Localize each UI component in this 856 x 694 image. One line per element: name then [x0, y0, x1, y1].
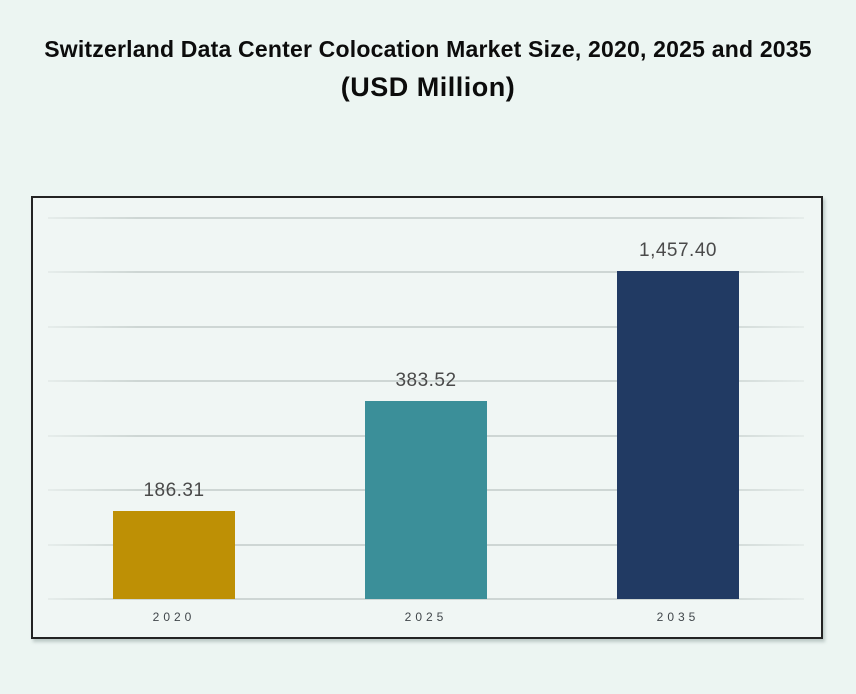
title-block: Switzerland Data Center Colocation Marke… — [0, 36, 856, 103]
bars-row: 186.31 383.52 1,457.40 — [48, 218, 804, 599]
gridline — [48, 380, 804, 383]
chart-panel: 186.31 383.52 1,457.40 2020 2025 2035 — [31, 196, 823, 639]
chart-subtitle: (USD Million) — [340, 72, 516, 102]
bar-value-label-2035: 1,457.40 — [639, 240, 717, 262]
gridline — [48, 271, 804, 274]
bar-2020 — [113, 511, 235, 599]
gridline — [48, 598, 804, 600]
gridline — [48, 325, 804, 328]
x-tick-2025: 2025 — [404, 610, 448, 624]
chart-title: Switzerland Data Center Colocation Marke… — [44, 36, 812, 62]
x-tick-2035: 2035 — [656, 610, 700, 624]
gridline — [48, 217, 804, 219]
x-axis: 2020 2025 2035 — [48, 599, 804, 637]
bar-value-label-2020: 186.31 — [143, 480, 205, 502]
bar-2025 — [365, 401, 487, 599]
bar-group-2020: 186.31 — [48, 218, 300, 599]
bar-value-label-2025: 383.52 — [395, 370, 457, 392]
x-tick-2020: 2020 — [152, 610, 196, 624]
plot-area: 186.31 383.52 1,457.40 — [48, 217, 804, 600]
bar-group-2035: 1,457.40 — [552, 218, 804, 599]
bar-2035 — [617, 271, 739, 599]
bar-group-2025: 383.52 — [300, 218, 552, 599]
